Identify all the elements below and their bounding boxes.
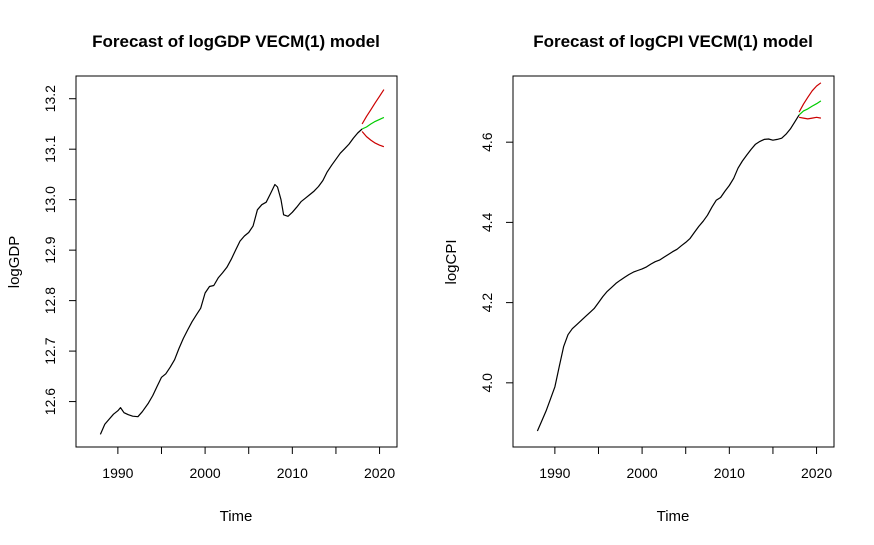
y-axis: 4.0 4.2 4.4 4.6 [479, 132, 513, 393]
plot-frame [512, 75, 835, 448]
x-axis-label: Time [220, 508, 253, 525]
y-tick-label: 4.2 [479, 293, 495, 313]
y-tick-label: 12.8 [42, 287, 58, 314]
y-tick-label: 12.9 [42, 236, 58, 263]
y-axis: 12.6 12.7 12.8 12.9 13.0 13.1 13.2 [42, 85, 76, 415]
y-tick-label: 4.0 [479, 373, 495, 393]
x-tick-label: 1990 [102, 465, 133, 481]
y-tick-label: 12.6 [42, 388, 58, 415]
forecast-line [798, 100, 822, 116]
y-tick-label: 13.0 [42, 186, 58, 213]
x-tick-label: 2010 [714, 465, 745, 481]
x-tick-label: 2000 [627, 465, 658, 481]
y-axis-label: logCPI [443, 239, 460, 284]
forecast-line [361, 116, 385, 130]
y-axis-label: logGDP [6, 236, 23, 289]
series-group [99, 89, 385, 435]
x-tick-label: 2000 [190, 465, 221, 481]
gdp-chart-panel: Forecast of logGDP VECM(1) model Time lo… [6, 32, 398, 525]
x-tick-label: 1990 [539, 465, 570, 481]
x-axis: 1990 2000 2010 2020 [539, 447, 832, 481]
y-tick-label: 12.7 [42, 337, 58, 364]
cpi-chart-panel: Forecast of logCPI VECM(1) model Time lo… [443, 32, 835, 525]
x-tick-label: 2020 [364, 465, 395, 481]
y-tick-label: 13.2 [42, 85, 58, 112]
chart-title: Forecast of logCPI VECM(1) model [533, 32, 813, 51]
x-tick-label: 2010 [277, 465, 308, 481]
chart-title: Forecast of logGDP VECM(1) model [92, 32, 380, 51]
y-tick-label: 13.1 [42, 135, 58, 162]
x-tick-label: 2020 [801, 465, 832, 481]
observed-series-line [536, 114, 800, 432]
y-tick-label: 4.6 [479, 132, 495, 152]
x-axis: 1990 2000 2010 2020 [102, 447, 395, 481]
forecast-interval-line [798, 82, 822, 113]
x-axis-label: Time [657, 508, 690, 525]
series-group [536, 82, 822, 432]
forecast-interval-line [361, 89, 385, 125]
observed-series-line [99, 128, 363, 435]
forecast-interval-line [361, 131, 385, 148]
plot-frame [75, 75, 398, 448]
forecast-interval-line [798, 116, 822, 120]
y-tick-label: 4.4 [479, 212, 495, 232]
